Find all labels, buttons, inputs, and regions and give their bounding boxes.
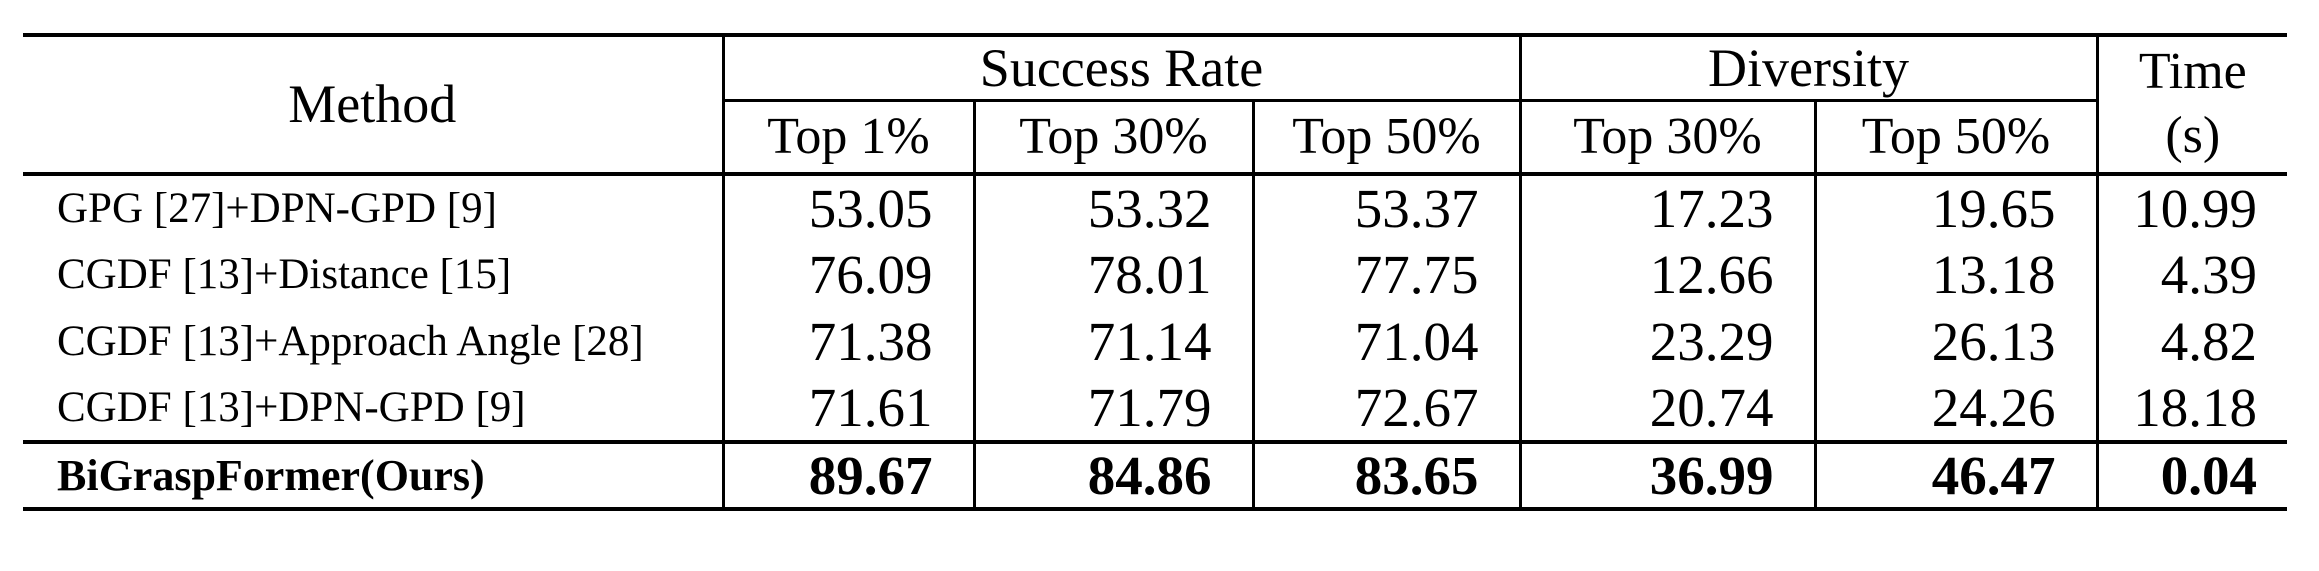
table-row: GPG [27]+DPN-GPD [9] 53.05 53.32 53.37 1… (23, 173, 2287, 241)
value-cell: 26.13 (1815, 307, 2099, 375)
value-cell: 36.99 (1520, 439, 1817, 509)
table-row-ours: BiGraspFormer(Ours) 89.67 84.86 83.65 36… (23, 439, 2288, 509)
value-cell: 46.47 (1815, 439, 2099, 509)
time-header-line2: (s) (2165, 107, 2221, 165)
results-table: Method Success Rate Diversity Time (s) T… (23, 33, 2288, 511)
time-value-cell: 10.99 (2133, 177, 2258, 239)
method-cell: CGDF [13]+Distance [15] (23, 240, 725, 308)
diversity-group-header: Diversity (1520, 35, 2099, 102)
success-top30-header: Top 30% (974, 100, 1255, 176)
value-cell: 89.67 (723, 439, 976, 509)
success-top1-header: Top 1% (723, 100, 976, 176)
table-row: CGDF [13]+Approach Angle [28] 71.38 71.1… (23, 307, 2287, 375)
success-top50-header: Top 50% (1253, 100, 1522, 176)
value-cell: 76.09 (723, 240, 976, 308)
value-cell: 53.32 (974, 173, 1255, 241)
time-value-cell: 4.39 (2160, 243, 2258, 305)
value-cell: 12.66 (1520, 240, 1817, 308)
value-cell: 17.23 (1520, 173, 1817, 241)
method-cell: CGDF [13]+Approach Angle [28] (23, 307, 725, 375)
group-header-row: Method Success Rate Diversity Time (s) (23, 35, 2288, 176)
value-cell: 77.75 (1253, 240, 1522, 308)
value-cell: 71.38 (723, 307, 976, 375)
method-cell: BiGraspFormer(Ours) (23, 439, 725, 509)
value-cell: 53.05 (723, 173, 976, 241)
success-rate-group-header: Success Rate (723, 35, 1522, 102)
time-header-line1: Time (2138, 43, 2247, 101)
value-cell: 13.18 (1815, 240, 2099, 308)
diversity-top50-header: Top 50% (1815, 100, 2099, 176)
value-cell: 84.86 (974, 439, 1255, 509)
value-cell: 83.65 (1253, 439, 1522, 509)
diversity-top30-header: Top 30% (1520, 100, 1817, 176)
value-cell: 53.37 (1253, 173, 1522, 241)
time-value-cell: 4.82 (2160, 310, 2258, 372)
table-row: CGDF [13]+DPN-GPD [9] 71.61 71.79 72.67 … (23, 374, 2287, 442)
sub-header-row: Top 1% Top 30% Top 50% Top 30% Top 50% (23, 100, 2287, 176)
time-column-header: Time (s) (2097, 35, 2288, 176)
value-cell: 72.67 (1253, 374, 1522, 442)
method-cell: GPG [27]+DPN-GPD [9] (23, 173, 725, 241)
value-cell: 20.74 (1520, 374, 1817, 442)
value-cell: 23.29 (1520, 307, 1817, 375)
method-column-header: Method (23, 35, 725, 176)
method-cell: CGDF [13]+DPN-GPD [9] (23, 374, 725, 442)
value-cell: 24.26 (1815, 374, 2099, 442)
value-cell: 71.79 (974, 374, 1255, 442)
table-row: CGDF [13]+Distance [15] 76.09 78.01 77.7… (23, 240, 2287, 308)
time-value-cell: 18.18 (2133, 376, 2258, 438)
value-cell: 71.61 (723, 374, 976, 442)
value-cell: 71.14 (974, 307, 1255, 375)
value-cell: 78.01 (974, 240, 1255, 308)
time-value-cell: 0.04 (2097, 439, 2288, 509)
value-cell: 19.65 (1815, 173, 2099, 241)
value-cell: 71.04 (1253, 307, 1522, 375)
